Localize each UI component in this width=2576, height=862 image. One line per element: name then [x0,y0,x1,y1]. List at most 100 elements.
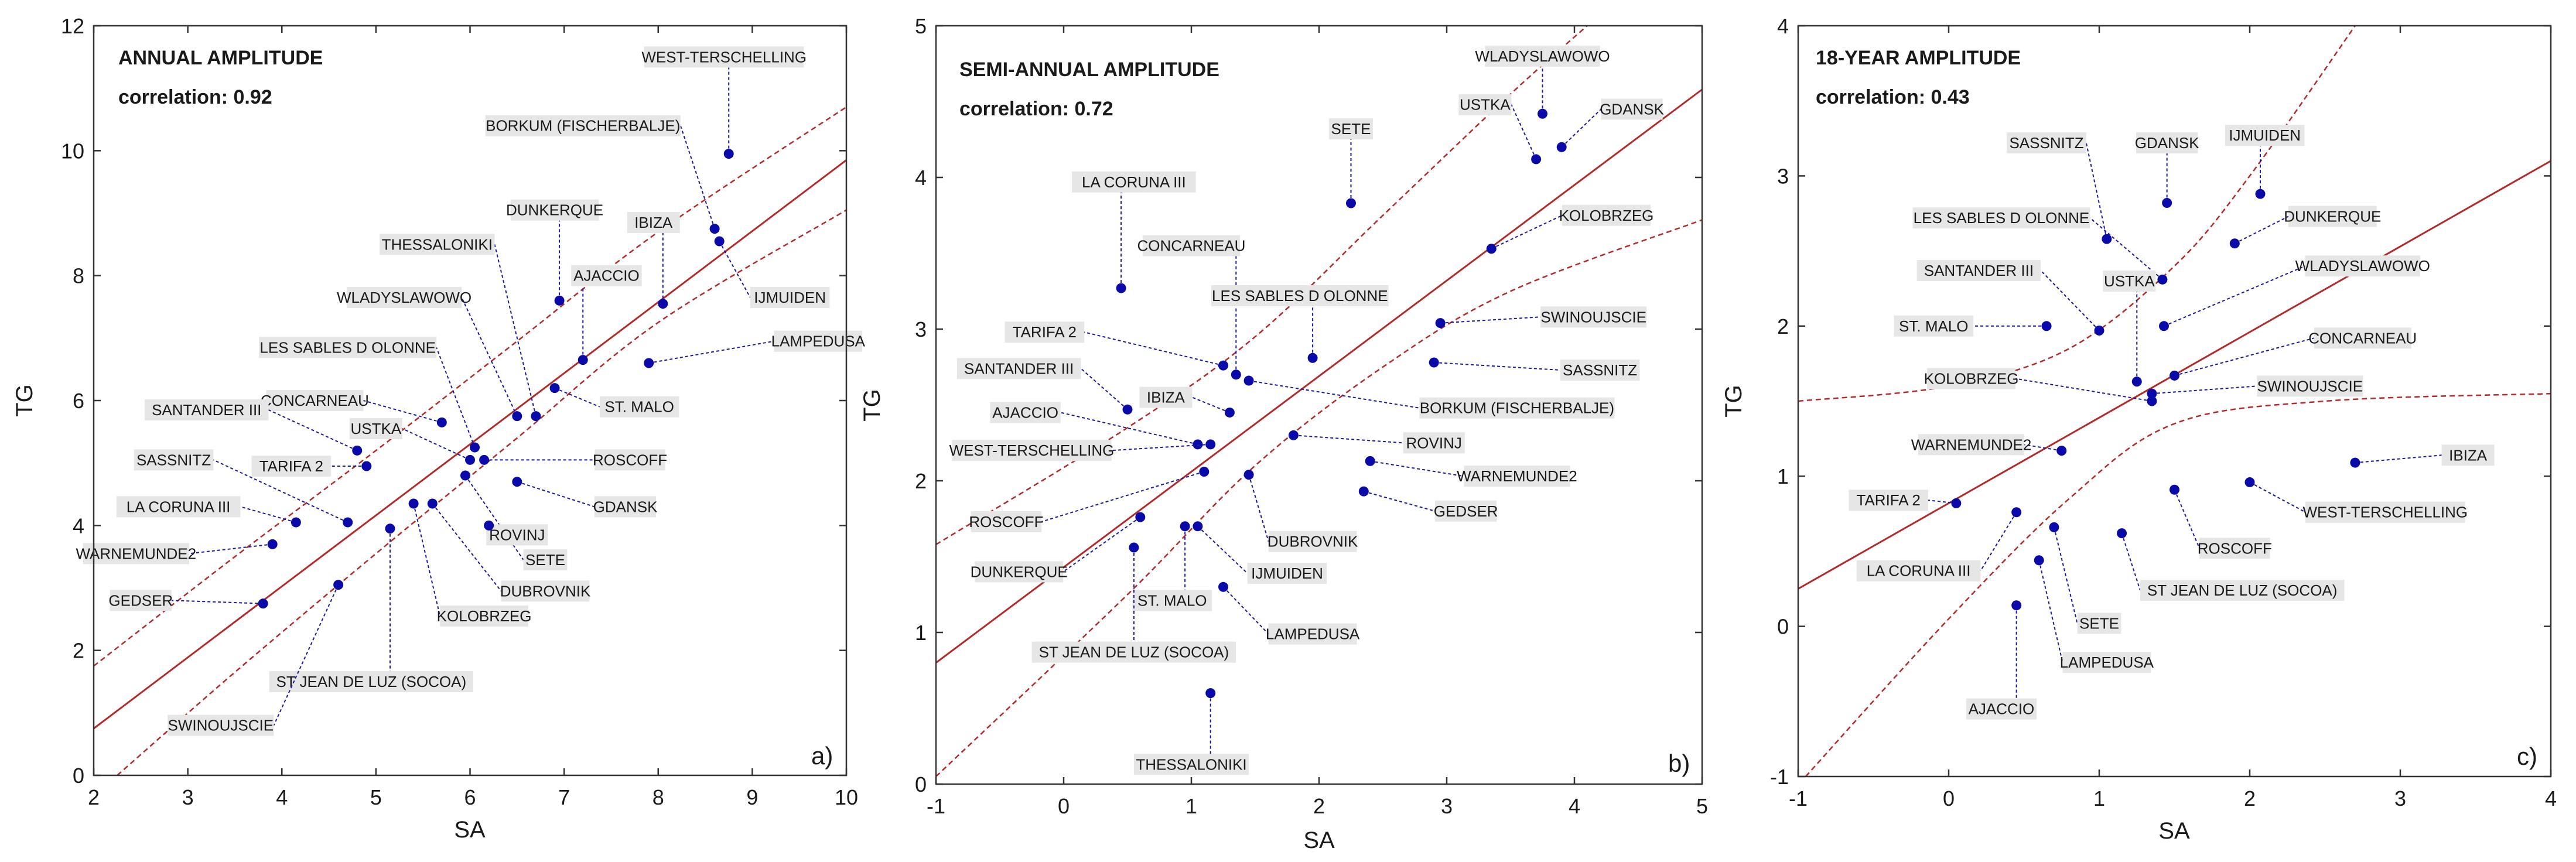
x-tick-label: 10 [835,785,858,809]
data-point [714,236,725,247]
x-tick-label: 3 [1441,794,1453,818]
station-label: SETE [525,551,565,569]
leader-line [719,241,751,298]
station-ibiza-a: IBIZA [627,212,680,309]
leader-line [1111,443,1211,451]
station-label-bg [2288,206,2377,227]
station-label-bg [2062,652,2151,673]
station-sete-b: SETE [1329,118,1373,208]
leader-line [1192,396,1230,413]
station-roscoff-c: ROSCOFF [2170,484,2272,559]
leader-line [1084,331,1224,367]
station-label: CONCARNEAU [2308,329,2417,347]
station-st-malo-a: ST. MALO [549,383,679,418]
x-tick-label: 2 [2244,786,2256,810]
station-label-bg [627,212,680,233]
station-label-bg [1464,466,1570,487]
data-point [2034,555,2044,566]
station-st-jean-de-luz-socoa-c: ST JEAN DE LUZ (SOCOA) [2117,528,2345,601]
data-point [1243,375,1254,386]
data-point [465,454,475,465]
data-point [1358,486,1369,497]
station-label: KOLOBRZEG [1924,370,2019,388]
data-point [1122,404,1133,415]
y-tick-label: 8 [73,264,84,288]
panel-c-frame [1797,25,2552,778]
leader-line [1293,435,1403,444]
station-label: LES SABLES D OLONNE [259,338,436,356]
station-santander-iii-b: SANTANDER III [956,358,1133,415]
station-label-bg [1143,235,1240,256]
station-label-bg [501,580,590,602]
data-point [2350,457,2360,468]
panel-b-ylabel: TG [859,389,885,422]
station-label: ROSCOFF [593,451,667,468]
leader-line [2174,337,2315,377]
data-point [1218,581,1228,592]
station-label-bg [644,46,804,68]
station-label: AJACCIO [573,267,640,285]
station-label-bg [346,287,462,308]
station-roscoff-a: ROSCOFF [479,449,667,471]
data-point [470,442,480,453]
y-tick-label: 2 [73,639,84,663]
station-label: GDANSK [593,498,658,515]
leader-line [436,347,476,448]
data-point [427,498,438,509]
data-point [1135,512,1146,522]
x-tick-label: 4 [2545,786,2557,810]
panel-a-marks: WEST-TERSCHELLING BORKUM (FISCHERBALJE) IJ… [76,46,866,775]
y-tick-label: 2 [915,469,927,493]
data-point [549,383,560,394]
station-label-bg [1403,432,1465,454]
station-label: CONCARNEAU [1137,237,1246,255]
station-label: SANTANDER III [964,360,1074,377]
leader-line [2249,481,2306,513]
leader-line [171,600,264,604]
x-tick-label: 3 [182,785,194,809]
leader-line [1364,491,1436,512]
leader-line [1370,460,1464,477]
station-borkum-fischerbalje-b: BORKUM (FISCHERBALJE) [1243,375,1615,419]
station-label-bg [599,396,679,418]
data-point [2131,377,2142,387]
station-concarneau-a: CONCARNEAU [261,390,447,427]
leader-line [1491,214,1563,249]
station-thessaloniki-a: THESSALONIKI [380,234,541,422]
data-point [333,580,344,590]
station-label-bg [168,714,274,736]
data-point [1365,456,1375,466]
station-label-bg [1912,207,2090,229]
station-label: DUNKERQUE [971,563,1068,580]
station-ijmuiden-b: IJMUIDEN [1193,521,1327,584]
data-point [1951,498,1962,508]
station-tarifa-2-c: TARIFA 2 [1849,490,1962,511]
station-warnemunde2-a: WARNEMUNDE2 [76,539,278,565]
station-label: SWINOUJSCIE [1540,308,1646,326]
data-point [1224,407,1235,418]
leader-line [1440,316,1541,324]
panel-a-letter: a) [811,742,833,769]
station-gdansk-c: GDANSK [2135,132,2199,208]
leader-line [2121,533,2141,591]
leader-line [1248,474,1269,542]
station-thessaloniki-b: THESSALONIKI [1133,688,1249,775]
station-ajaccio-c: AJACCIO [1966,600,2037,720]
station-label: KOLOBRZEG [437,607,532,625]
y-tick-label: 1 [915,621,927,645]
station-label-bg [486,524,548,546]
leader-line [2085,142,2107,240]
station-label-bg [1540,306,1647,328]
station-ijmuiden-c: IJMUIDEN [2225,125,2305,199]
station-label: LA CORUNA III [1082,173,1186,191]
data-point [1307,353,1318,363]
station-label-bg [2305,255,2420,277]
panel-b-correlation: correlation: 0.72 [959,98,1113,120]
x-tick-label: 0 [1943,786,1955,810]
x-tick-label: 8 [652,785,664,809]
station-label: SETE [2079,614,2119,632]
leader-line [1197,525,1248,574]
panel-b-fit-line [936,88,1702,664]
station-label-bg [1139,386,1193,408]
station-label-bg [349,418,402,439]
